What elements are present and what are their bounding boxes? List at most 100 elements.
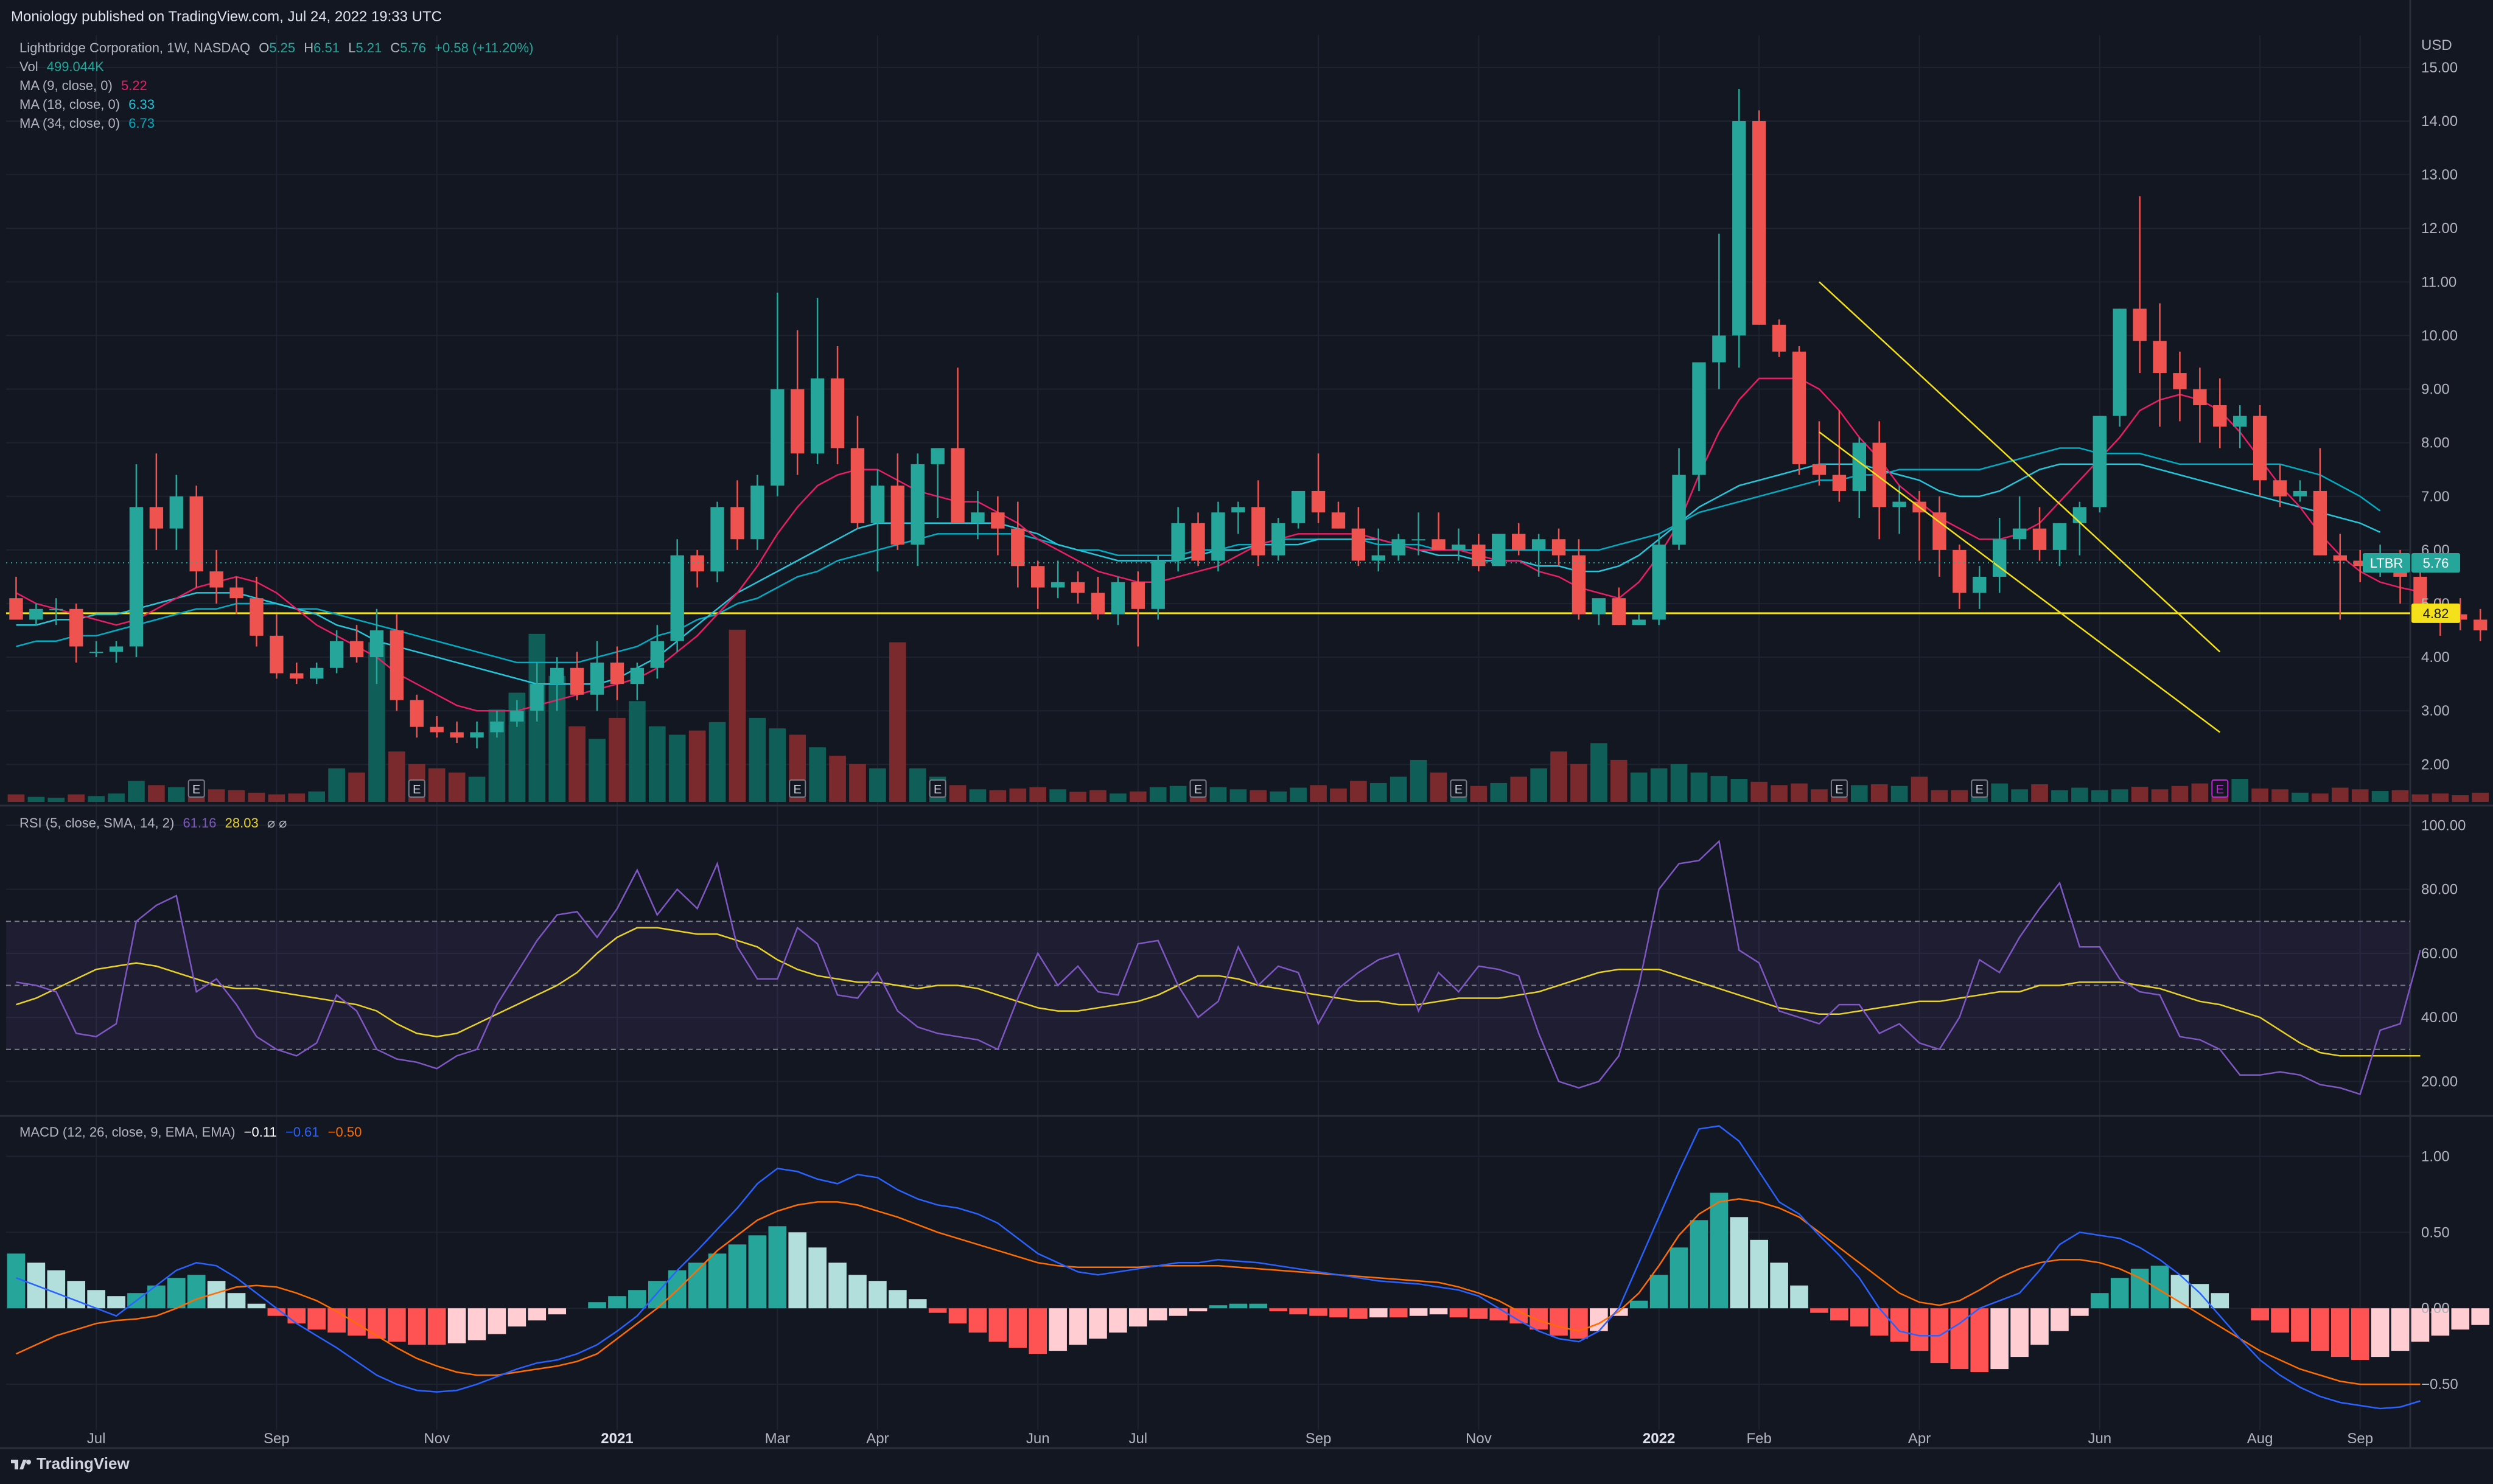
volume-bar (869, 768, 886, 802)
candle-body (329, 641, 344, 668)
volume-bar (2331, 787, 2349, 802)
candle-body (189, 496, 203, 572)
ma9-legend: MA (9, close, 0) 5.22 (19, 78, 152, 94)
candle-body (2453, 614, 2467, 620)
macd-histogram-bar (808, 1247, 827, 1309)
candle-body (1071, 582, 1085, 593)
volume-bar (1951, 790, 1968, 802)
macd-histogram-bar (728, 1244, 747, 1309)
volume-bar (428, 768, 446, 802)
candle-body (2333, 555, 2347, 561)
rsi-legend: RSI (5, close, SMA, 14, 2) 61.16 28.03 ⌀… (19, 815, 292, 831)
volume-bar (468, 776, 486, 802)
rsi-axis-tick: 100.00 (2421, 817, 2466, 834)
volume-bar (1570, 764, 1587, 802)
volume-value: 499.044K (46, 59, 104, 74)
rsi-ma-line (16, 927, 2421, 1057)
ohlc-low: 5.21 (355, 40, 382, 55)
ma34-label: MA (34, close, 0) (19, 116, 121, 131)
volume-bar (1550, 751, 1567, 802)
trendline (1819, 431, 2221, 733)
macd-histogram-bar (1029, 1308, 1047, 1354)
volume-bar (629, 701, 646, 802)
candle-body (2032, 528, 2047, 550)
trendlines[interactable] (1819, 281, 2221, 733)
macd-histogram-bar (1870, 1308, 1889, 1336)
macd-histogram-bar (227, 1293, 246, 1309)
volume-bar (2131, 787, 2149, 802)
rsi-visibility-icons[interactable]: ⌀ ⌀ (267, 815, 287, 831)
rsi-label: RSI (5, close, SMA, 14, 2) (19, 815, 175, 831)
macd-histogram-bar (748, 1235, 767, 1309)
earnings-markers[interactable]: EEEEEEEEEE (187, 779, 2493, 798)
ma18-legend: MA (18, close, 0) 6.33 (19, 97, 159, 113)
candle-body (2012, 528, 2027, 540)
candle-body (771, 389, 785, 486)
price-axis-tick: 7.00 (2421, 489, 2450, 505)
macd-histogram-bar (2431, 1308, 2450, 1336)
macd-histogram-bar (708, 1253, 727, 1309)
candle-body (1231, 507, 1245, 513)
candle-body (2413, 576, 2427, 604)
macd-histogram-bar (1309, 1308, 1327, 1316)
volume-bar (668, 734, 686, 802)
volume-bar (1110, 793, 1127, 802)
tradingview-branding[interactable]: TradingView (11, 1454, 130, 1473)
candle-body (690, 555, 704, 572)
candle-body (1452, 545, 1466, 550)
candle-body (2313, 490, 2327, 556)
candle-body (1291, 490, 1306, 523)
candle-body (2072, 507, 2087, 523)
ma18-label: MA (18, close, 0) (19, 97, 121, 112)
candle-body (931, 448, 945, 464)
volume-legend: Vol 499.044K (19, 59, 109, 75)
volume-bar (308, 791, 326, 802)
macd-histogram-bar (1530, 1308, 1548, 1330)
time-axis-tick: Apr (1908, 1430, 1931, 1447)
macd-histogram-bar (2371, 1308, 2390, 1357)
volume-bar (1991, 783, 2009, 802)
volume-bar (2091, 790, 2108, 802)
macd-histogram-bar (788, 1232, 807, 1309)
candle-body (530, 684, 544, 711)
time-axis-tick: Aug (2247, 1430, 2273, 1447)
time-axis-tick: 2022 (1643, 1430, 1675, 1447)
candle-body (1131, 582, 1145, 609)
volume-bar (268, 794, 285, 802)
candle-body (1932, 512, 1946, 550)
volume-bar (1590, 743, 1607, 802)
macd-histogram-bar (1169, 1308, 1187, 1316)
candle-body (1391, 539, 1405, 556)
earnings-marker: E (1455, 783, 1463, 796)
candle-body (1592, 598, 1606, 615)
candle-body (810, 378, 825, 454)
candle-body (1792, 351, 1806, 464)
volume-bar (388, 751, 405, 802)
volume-bar (1049, 789, 1066, 802)
candle-body (911, 464, 925, 545)
macd-histogram-bar (768, 1226, 787, 1309)
price-labels: LTBR 5.76 4.82 (6, 553, 2460, 623)
macd-histogram-bar (1349, 1308, 1368, 1319)
candle-body (69, 608, 83, 647)
volume-bar (1490, 782, 1508, 802)
volume-bar (568, 726, 586, 802)
macd-histogram-bar (407, 1308, 426, 1345)
candle-body (2233, 416, 2247, 427)
rsi-ma-value: 28.03 (225, 815, 259, 831)
candle-body (1051, 582, 1065, 588)
macd-histogram-bar (1469, 1308, 1488, 1319)
candle-body (1351, 528, 1366, 561)
candle-body (1712, 335, 1726, 363)
volume-bar (2432, 793, 2449, 802)
volume-bar (648, 726, 666, 802)
volume-bar (2071, 787, 2088, 802)
volume-bar (1350, 781, 1367, 802)
macd-histogram-bar (1128, 1308, 1147, 1327)
volume-bar (2111, 789, 2128, 802)
symbol-tag-box (2363, 553, 2410, 573)
time-axis-tick: Sep (2347, 1430, 2373, 1447)
level-label-box (2411, 603, 2460, 623)
volume-bar (2011, 789, 2028, 802)
